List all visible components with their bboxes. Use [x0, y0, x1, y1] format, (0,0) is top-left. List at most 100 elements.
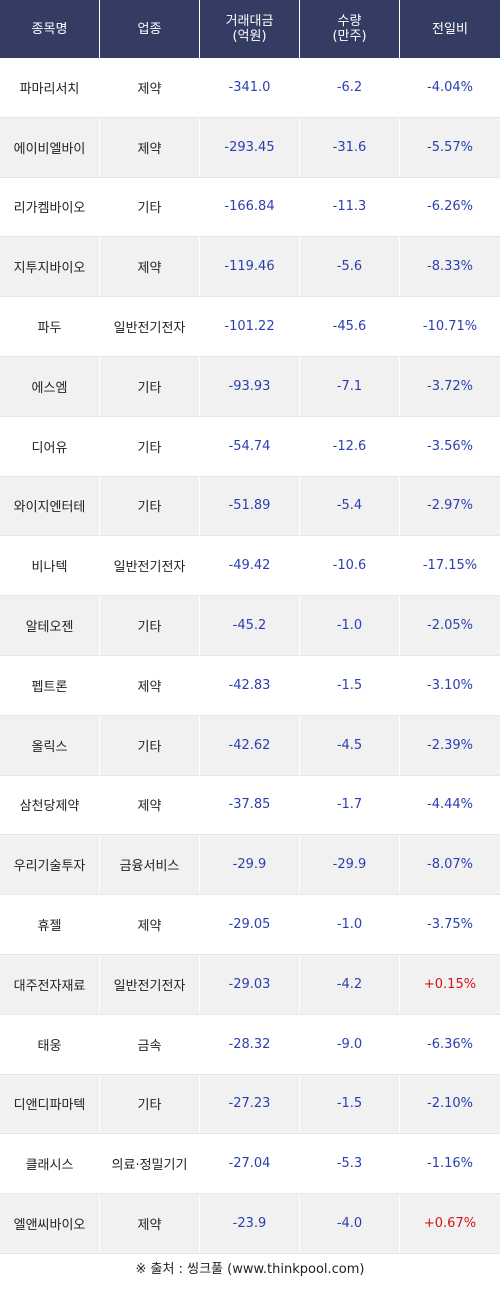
cell-change: -3.75% [427, 917, 473, 933]
cell-sector: 일반전기전자 [100, 954, 200, 1014]
table-row: 대주전자재료 일반전기전자 -29.03 -4.2 +0.15% [0, 954, 500, 1015]
header-volume: 수량 (만주) [300, 0, 400, 58]
cell-name: 삼천당제약 [0, 775, 100, 835]
cell-amount: -27.04 [200, 1134, 300, 1194]
cell-volume: -1.0 [300, 895, 400, 954]
cell-name: 비나텍 [0, 536, 100, 596]
cell-sector: 제약 [100, 237, 200, 297]
table-row: 와이지엔터테 기타 -51.89 -5.4 -2.97% [0, 476, 500, 537]
cell-sector: 기타 [100, 476, 200, 536]
cell-change: -3.10% [427, 677, 473, 693]
cell-name: 디앤디파마텍 [0, 1074, 100, 1134]
cell-volume: -4.2 [300, 954, 400, 1014]
cell-name: 에이비엘바이 [0, 117, 100, 177]
cell-volume: -11.3 [300, 177, 400, 237]
cell-amount: -166.84 [200, 177, 300, 237]
cell-change: -8.33% [427, 259, 473, 275]
source-note: ※ 출처 : 씽크풀 (www.thinkpool.com) [135, 1262, 365, 1277]
cell-sector: 제약 [100, 1194, 200, 1253]
table-row: 우리기술투자 금융서비스 -29.9 -29.9 -8.07% [0, 835, 500, 896]
cell-sector: 기타 [100, 715, 200, 775]
cell-change: -2.10% [427, 1096, 473, 1112]
cell-volume: -1.7 [300, 775, 400, 835]
table-row: 올릭스 기타 -42.62 -4.5 -2.39% [0, 715, 500, 776]
table-row: 비나텍 일반전기전자 -49.42 -10.6 -17.15% [0, 536, 500, 597]
cell-volume: -6.2 [300, 58, 400, 117]
cell-name: 태웅 [0, 1014, 100, 1074]
table-row: 디앤디파마텍 기타 -27.23 -1.5 -2.10% [0, 1074, 500, 1135]
cell-sector: 의료·정밀기기 [100, 1134, 200, 1194]
cell-name: 클래시스 [0, 1134, 100, 1194]
cell-change: -2.05% [427, 618, 473, 634]
cell-volume: -31.6 [300, 117, 400, 177]
cell-amount: -93.93 [200, 356, 300, 416]
cell-amount: -37.85 [200, 775, 300, 835]
cell-change: -6.26% [427, 199, 473, 215]
table-body: 파마리서치 제약 -341.0 -6.2 -4.04% 에이비엘바이 제약 -293.45 -3… [0, 58, 500, 1254]
cell-sector: 제약 [100, 895, 200, 954]
cell-name: 우리기술투자 [0, 835, 100, 895]
cell-name: 지투지바이오 [0, 237, 100, 297]
cell-change: -2.97% [427, 498, 473, 514]
cell-volume: -1.5 [300, 1074, 400, 1134]
table-row: 알테오젠 기타 -45.2 -1.0 -2.05% [0, 596, 500, 656]
cell-amount: -49.42 [200, 536, 300, 596]
cell-amount: -45.2 [200, 596, 300, 655]
cell-volume: -5.3 [300, 1134, 400, 1194]
table-row: 엘앤씨바이오 제약 -23.9 -4.0 +0.67% [0, 1194, 500, 1254]
cell-name: 올릭스 [0, 715, 100, 775]
cell-name: 파두 [0, 297, 100, 356]
cell-sector: 제약 [100, 775, 200, 835]
cell-change: -8.07% [427, 857, 473, 873]
cell-change: -3.72% [427, 378, 473, 394]
cell-sector: 제약 [100, 655, 200, 715]
header-sector: 업종 [100, 0, 200, 58]
cell-amount: -42.62 [200, 715, 300, 775]
cell-amount: -341.0 [200, 58, 300, 117]
cell-name: 대주전자재료 [0, 954, 100, 1014]
cell-volume: -7.1 [300, 356, 400, 416]
cell-change: -1.16% [427, 1156, 473, 1172]
cell-sector: 금속 [100, 1014, 200, 1074]
table-row: 파두 일반전기전자 -101.22 -45.6 -10.71% [0, 297, 500, 357]
table-row: 리가켐바이오 기타 -166.84 -11.3 -6.26% [0, 177, 500, 238]
cell-volume: -1.5 [300, 655, 400, 715]
cell-change: -17.15% [422, 558, 478, 574]
cell-name: 리가켐바이오 [0, 177, 100, 237]
cell-amount: -119.46 [200, 237, 300, 297]
cell-amount: -28.32 [200, 1014, 300, 1074]
cell-name: 파마리서치 [0, 58, 100, 117]
cell-sector: 기타 [100, 1074, 200, 1134]
cell-sector: 일반전기전자 [100, 297, 200, 356]
cell-change: -4.04% [427, 79, 473, 95]
cell-amount: -101.22 [200, 297, 300, 356]
cell-sector: 기타 [100, 177, 200, 237]
table-row: 삼천당제약 제약 -37.85 -1.7 -4.44% [0, 775, 500, 836]
header-name: 종목명 [0, 0, 100, 58]
table-row: 태웅 금속 -28.32 -9.0 -6.36% [0, 1014, 500, 1075]
cell-amount: -29.03 [200, 954, 300, 1014]
cell-name: 휴젤 [0, 895, 100, 954]
cell-sector: 기타 [100, 596, 200, 655]
table-row: 디어유 기타 -54.74 -12.6 -3.56% [0, 416, 500, 477]
cell-volume: -29.9 [300, 835, 400, 895]
header-change: 전일비 [432, 21, 468, 37]
cell-volume: -1.0 [300, 596, 400, 655]
cell-volume: -5.6 [300, 237, 400, 297]
cell-amount: -27.23 [200, 1074, 300, 1134]
cell-sector: 기타 [100, 356, 200, 416]
table-row: 휴젤 제약 -29.05 -1.0 -3.75% [0, 895, 500, 955]
cell-amount: -29.05 [200, 895, 300, 954]
header-amount: 거래대금 (억원) [200, 0, 300, 58]
cell-volume: -45.6 [300, 297, 400, 356]
cell-sector: 제약 [100, 58, 200, 117]
cell-change: -5.57% [427, 139, 473, 155]
table-row: 에이비엘바이 제약 -293.45 -31.6 -5.57% [0, 117, 500, 178]
cell-volume: -9.0 [300, 1014, 400, 1074]
cell-amount: -54.74 [200, 416, 300, 476]
cell-volume: -4.0 [300, 1194, 400, 1253]
cell-change: -6.36% [427, 1036, 473, 1052]
cell-volume: -5.4 [300, 476, 400, 536]
cell-sector: 일반전기전자 [100, 536, 200, 596]
cell-change: -4.44% [427, 797, 473, 813]
